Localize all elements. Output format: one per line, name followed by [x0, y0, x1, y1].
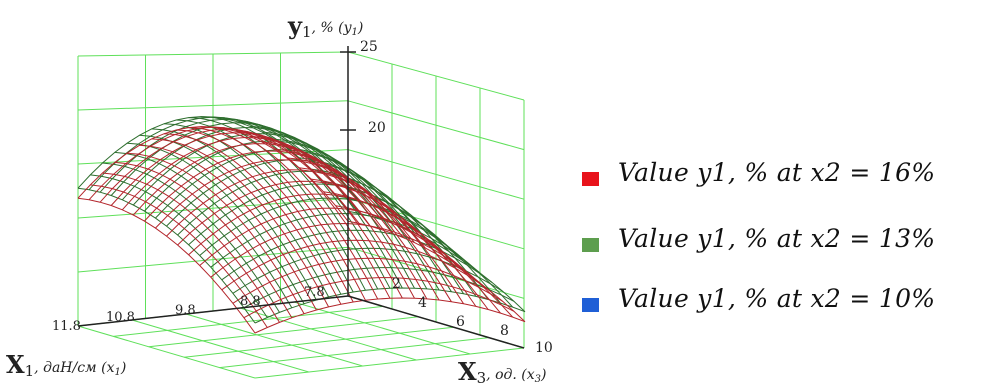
surface-line-series-1: [221, 239, 493, 293]
surface-line-series-1: [166, 169, 437, 255]
grid-line: [77, 100, 349, 111]
surface-line-series-1: [188, 193, 459, 269]
grid-line: [293, 301, 471, 355]
grid-line: [347, 51, 525, 101]
surface-line-series-1: [88, 126, 360, 224]
x3-tick-label: 10: [535, 340, 553, 356]
surface-line-series-2: [210, 212, 482, 274]
grid-line: [148, 316, 419, 348]
surface-line-series-1: [210, 222, 482, 284]
grid-line: [77, 325, 256, 379]
z-tick-label: 20: [368, 120, 386, 136]
surface-line-series-1: [199, 207, 471, 276]
axes-layer: [77, 46, 525, 349]
surface-line-series-1: [254, 297, 526, 334]
z-tick-label: 25: [360, 39, 378, 55]
legend-swatch: [582, 172, 599, 186]
surface-line-series-2: [110, 122, 382, 220]
x1-tick-label: 7.8: [304, 285, 325, 300]
x1-axis-title: X1, даН/см (x1): [6, 350, 126, 380]
x3-tick-label: 6: [456, 314, 465, 330]
legend-label: Value y1, % at x2 = 16%: [618, 158, 936, 187]
x1-tick-label: 9.8: [175, 303, 196, 318]
surface-line-series-2: [243, 267, 515, 309]
x3-axis-line: [347, 295, 525, 349]
surface-line-series-1: [232, 257, 504, 304]
x1-tick-label: 11.8: [52, 319, 81, 334]
x3-axis-title: X3, од. (x3): [458, 357, 546, 385]
grid-line: [347, 149, 525, 200]
x3-tick-label: 8: [500, 323, 509, 339]
grid-line: [254, 347, 525, 379]
grid-line: [77, 51, 349, 57]
surface-line-series-1: [132, 143, 404, 239]
surface-line-series-2: [132, 133, 404, 229]
grid-line: [184, 326, 454, 358]
surface-line-series-1: [110, 132, 382, 230]
surface-line-series-2: [221, 229, 493, 283]
grid-line: [185, 313, 363, 367]
surface-line-series-1: [243, 277, 515, 319]
legend-swatch: [582, 238, 599, 252]
x3-tick-label: 4: [418, 295, 427, 311]
legend-label: Value y1, % at x2 = 10%: [618, 284, 936, 313]
x1-axis-line: [77, 295, 349, 327]
surface-line-series-1: [144, 150, 415, 243]
legend-label: Value y1, % at x2 = 13%: [618, 224, 936, 253]
surface-series-1: [77, 126, 526, 334]
grid-line: [347, 100, 525, 151]
grid-line: [113, 305, 384, 337]
surface-line-series-2: [199, 197, 471, 266]
x1-tick-label: 10.8: [106, 310, 135, 325]
surface-line-series-2: [254, 287, 526, 324]
surface-line-series-1: [99, 128, 371, 227]
z-axis-title: y1, % (y1): [287, 11, 363, 41]
legend-swatch: [582, 298, 599, 312]
surface-line-series-2: [77, 187, 256, 324]
surface-line-series-2: [176, 119, 354, 293]
x3-tick-label: 2: [392, 276, 401, 292]
grid-line: [131, 319, 309, 373]
grid-line: [77, 197, 349, 219]
grid-line: [219, 337, 489, 369]
surface-line-series-2: [188, 183, 459, 259]
surface-line-series-1: [177, 180, 448, 262]
x1-tick-label: 8.8: [240, 294, 261, 309]
